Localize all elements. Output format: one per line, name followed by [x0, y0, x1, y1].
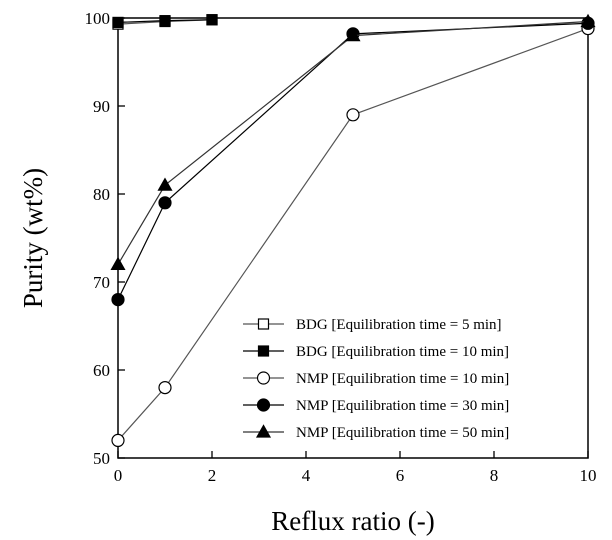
legend-entry: BDG [Equilibration time = 5 min]	[243, 317, 502, 333]
legend-label: NMP [Equilibration time = 10 min]	[296, 371, 509, 387]
legend-label: BDG [Equilibration time = 5 min]	[296, 317, 502, 333]
legend-marker	[255, 424, 272, 438]
series-line	[117, 20, 589, 265]
data-point	[111, 433, 125, 447]
series-line	[117, 22, 589, 300]
data-point	[345, 27, 361, 42]
data-point	[159, 15, 171, 27]
legend-label: NMP [Equilibration time = 50 min]	[296, 425, 509, 441]
series-2	[112, 14, 218, 28]
x-tick-label: 4	[302, 466, 311, 485]
y-tick-label: 90	[93, 97, 110, 116]
y-axis-title: Purity (wt%)	[18, 168, 48, 308]
data-point	[112, 16, 124, 28]
legend-entry: NMP [Equilibration time = 10 min]	[243, 371, 509, 387]
data-point	[346, 108, 360, 122]
y-tick-label: 70	[93, 273, 110, 292]
y-tick-label: 80	[93, 185, 110, 204]
x-tick-label: 10	[580, 466, 597, 485]
x-tick-label: 6	[396, 466, 405, 485]
data-point	[110, 256, 126, 270]
legend-entry: BDG [Equilibration time = 10 min]	[243, 344, 509, 360]
legend: BDG [Equilibration time = 5 min] BDG [Equ…	[243, 317, 509, 441]
data-point	[111, 293, 125, 307]
legend-marker	[257, 345, 270, 357]
series-line	[117, 27, 589, 441]
x-tick-label: 0	[114, 466, 123, 485]
data-point	[206, 14, 218, 26]
y-tick-label: 50	[93, 449, 110, 468]
legend-label: NMP [Equilibration time = 30 min]	[296, 398, 509, 414]
axes	[117, 17, 589, 459]
y-tick-label: 60	[93, 361, 110, 380]
y-tick-label: 100	[85, 9, 111, 28]
legend-marker	[256, 371, 271, 385]
plot-frame	[117, 17, 589, 459]
legend-marker	[256, 398, 271, 412]
legend-marker	[257, 318, 270, 330]
x-tick-label: 8	[490, 466, 499, 485]
data-point	[580, 13, 596, 28]
data-point	[158, 381, 172, 395]
data-point	[158, 196, 172, 210]
legend-entry: NMP [Equilibration time = 30 min]	[243, 398, 509, 414]
series-5	[110, 13, 596, 270]
legend-label: BDG [Equilibration time = 10 min]	[296, 344, 509, 360]
legend-entry: NMP [Equilibration time = 50 min]	[243, 424, 509, 441]
series-layer	[110, 13, 596, 447]
data-point	[157, 177, 173, 191]
x-tick-label: 2	[208, 466, 217, 485]
x-axis-title: Reflux ratio (-)	[271, 506, 434, 536]
series-4	[111, 16, 595, 307]
